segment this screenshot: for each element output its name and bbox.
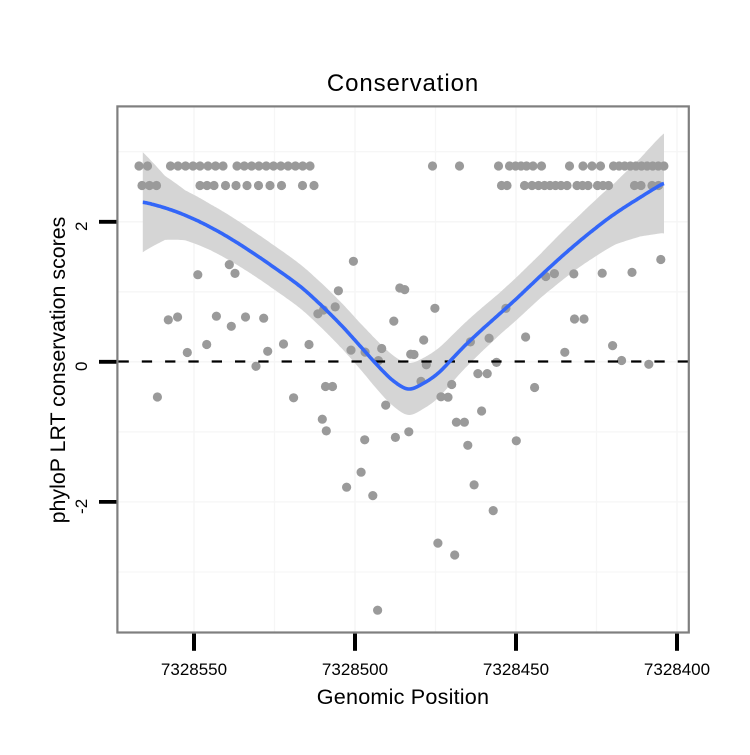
svg-text:7328500: 7328500: [322, 660, 388, 679]
svg-text:7328450: 7328450: [483, 660, 549, 679]
svg-text:0: 0: [72, 362, 91, 371]
svg-text:7328550: 7328550: [161, 660, 227, 679]
svg-text:2: 2: [72, 222, 91, 231]
svg-text:Conservation: Conservation: [327, 70, 479, 97]
svg-text:phyloP LRT conservation scores: phyloP LRT conservation scores: [46, 217, 70, 524]
svg-text:-2: -2: [72, 499, 91, 514]
svg-text:Genomic Position: Genomic Position: [317, 684, 489, 709]
svg-text:7328400: 7328400: [644, 660, 710, 679]
